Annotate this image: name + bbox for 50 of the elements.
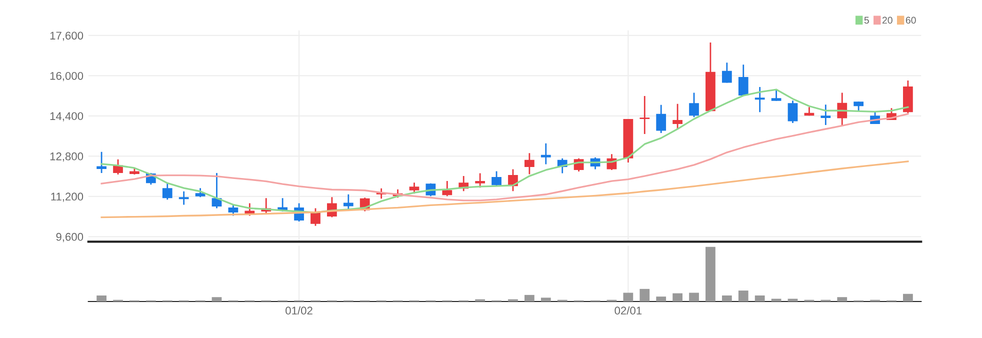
- bar: [689, 292, 699, 302]
- candlestick: [162, 182, 172, 200]
- bar: [903, 294, 913, 302]
- bar: [96, 295, 106, 302]
- candlestick: [442, 180, 452, 197]
- candlestick: [492, 170, 502, 187]
- line-series: [100, 113, 909, 202]
- y-tick-label: 14,400: [50, 112, 84, 122]
- bar: [623, 292, 634, 302]
- candlestick: [788, 100, 798, 124]
- candlestick: [640, 95, 650, 135]
- x-tick-label: 01/02: [286, 306, 312, 315]
- y-tick-label: 17,600: [50, 32, 84, 41]
- bar: [722, 295, 732, 302]
- candlestick: [524, 152, 534, 175]
- candlestick: [738, 64, 748, 96]
- bar: [738, 290, 748, 302]
- candlestick: [228, 204, 238, 216]
- bar: [656, 296, 666, 302]
- legend-label: 5: [864, 16, 869, 24]
- y-tick-label: 12,800: [50, 152, 84, 162]
- candlestick: [820, 104, 831, 126]
- candlestick: [343, 194, 354, 211]
- candlestick: [96, 151, 106, 174]
- candlestick: [771, 90, 782, 102]
- candlestick: [310, 208, 320, 227]
- x-tick-label: 02/01: [614, 306, 642, 315]
- candlestick: [689, 92, 699, 118]
- candlestick: [722, 62, 732, 84]
- candlestick: [195, 187, 206, 198]
- candlestick: [754, 86, 765, 113]
- bar: [837, 297, 848, 302]
- candlestick: [540, 142, 551, 165]
- bar: [212, 297, 222, 302]
- bar: [672, 293, 682, 302]
- candlestick: [854, 100, 864, 112]
- candlestick: [178, 190, 189, 206]
- bar: [754, 295, 765, 302]
- y-tick-label: 16,000: [50, 72, 84, 82]
- bar: [640, 288, 650, 302]
- legend-label: 20: [882, 16, 892, 24]
- bar: [706, 246, 716, 302]
- candlestick: [656, 104, 666, 134]
- candlestick: [475, 172, 485, 188]
- bar: [524, 294, 534, 302]
- y-tick-label: 11,200: [51, 192, 84, 202]
- bar: [540, 298, 551, 302]
- candlestick: [672, 103, 682, 130]
- legend-label: 60: [906, 16, 916, 24]
- y-tick-label: 9,600: [56, 232, 84, 242]
